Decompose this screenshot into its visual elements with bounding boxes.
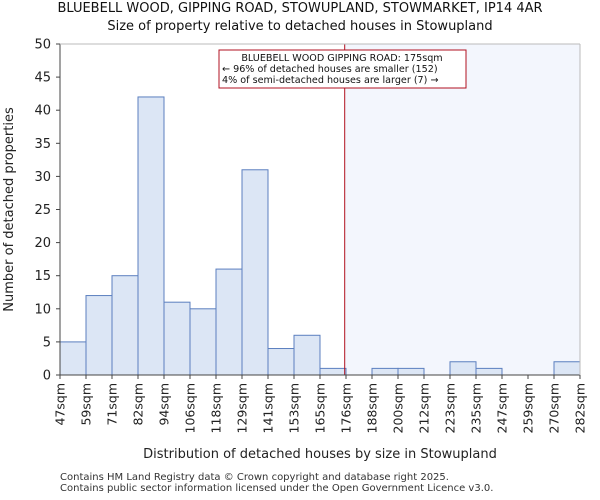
y-tick-label: 5 bbox=[43, 335, 51, 350]
y-tick-label: 45 bbox=[34, 71, 51, 86]
x-tick-label: 153sqm bbox=[287, 383, 302, 433]
x-tick-label: 235sqm bbox=[469, 383, 484, 433]
x-tick-label: 106sqm bbox=[183, 383, 198, 433]
x-tick-label: 247sqm bbox=[495, 383, 510, 433]
x-tick-label: 94sqm bbox=[157, 383, 172, 426]
y-tick-label: 30 bbox=[34, 170, 51, 185]
x-axis-label: Distribution of detached houses by size … bbox=[143, 447, 497, 462]
bar-106sqm bbox=[189, 308, 217, 376]
bars-group bbox=[59, 96, 581, 376]
y-tick-label: 20 bbox=[34, 236, 51, 251]
x-tick-label: 165sqm bbox=[313, 383, 328, 433]
chart-subtitle: Size of property relative to detached ho… bbox=[107, 19, 493, 34]
bar-153sqm bbox=[293, 334, 321, 376]
bar-270sqm bbox=[553, 361, 581, 376]
x-tick-label: 118sqm bbox=[209, 383, 224, 433]
y-axis-label: Number of detached properties bbox=[2, 107, 17, 312]
y-tick-label: 25 bbox=[34, 203, 51, 218]
x-tick-label: 47sqm bbox=[53, 383, 68, 426]
x-tick-label: 176sqm bbox=[339, 383, 354, 433]
x-tick-label: 212sqm bbox=[417, 383, 432, 433]
bar-118sqm bbox=[215, 268, 243, 376]
y-tick-label: 50 bbox=[34, 38, 51, 53]
x-tick-label: 129sqm bbox=[235, 383, 250, 433]
bar-59sqm bbox=[85, 295, 113, 376]
x-tick-label: 188sqm bbox=[365, 383, 380, 433]
y-tick-label: 10 bbox=[34, 302, 51, 317]
x-tick-label: 200sqm bbox=[391, 383, 406, 433]
bar-141sqm bbox=[267, 348, 295, 376]
y-tick-label: 15 bbox=[34, 269, 51, 284]
bar-223sqm bbox=[449, 361, 477, 376]
x-tick-label: 141sqm bbox=[261, 383, 276, 433]
bar-200sqm bbox=[397, 367, 425, 376]
bar-165sqm bbox=[319, 367, 347, 376]
annotation-line-2: ← 96% of detached houses are smaller (15… bbox=[222, 64, 438, 75]
annotation-box: BLUEBELL WOOD GIPPING ROAD: 175sqm ← 96%… bbox=[218, 49, 467, 89]
x-tick-label: 223sqm bbox=[443, 383, 458, 433]
x-tick-label: 59sqm bbox=[79, 383, 94, 426]
bar-188sqm bbox=[371, 367, 399, 376]
bar-129sqm bbox=[241, 169, 269, 376]
x-tick-label: 259sqm bbox=[521, 383, 536, 433]
bar-235sqm bbox=[475, 367, 503, 376]
y-tick-label: 0 bbox=[43, 369, 51, 384]
x-tick-label: 270sqm bbox=[547, 383, 562, 433]
footer-line-1: Contains HM Land Registry data © Crown c… bbox=[60, 472, 449, 483]
y-tick-label: 35 bbox=[34, 137, 51, 152]
annotation-frame bbox=[218, 49, 467, 89]
y-tick-label: 40 bbox=[34, 104, 51, 119]
footer-line-2: Contains public sector information licen… bbox=[60, 483, 494, 494]
bar-82sqm bbox=[137, 96, 165, 376]
annotation-line-3: 4% of semi-detached houses are larger (7… bbox=[222, 75, 439, 86]
x-tick-label: 71sqm bbox=[105, 383, 120, 426]
bar-47sqm bbox=[59, 341, 87, 376]
bar-94sqm bbox=[163, 301, 191, 376]
axes-group: 0 5 10 15 20 25 30 35 40 45 50 47sqm 59sqm 71sqm 82sqm… bbox=[34, 38, 587, 434]
annotation-line-1: BLUEBELL WOOD GIPPING ROAD: 175sqm bbox=[241, 53, 442, 64]
x-tick-label: 282sqm bbox=[573, 383, 588, 433]
larger-region-highlight bbox=[344, 44, 580, 375]
x-tick-label: 82sqm bbox=[131, 383, 146, 426]
chart-title: BLUEBELL WOOD, GIPPING ROAD, STOWUPLAND,… bbox=[57, 1, 543, 16]
histogram-chart: 0 5 10 15 20 25 30 35 40 45 50 47sqm 59sqm 71sqm 82sqm… bbox=[2, 38, 588, 463]
bar-71sqm bbox=[111, 275, 139, 376]
